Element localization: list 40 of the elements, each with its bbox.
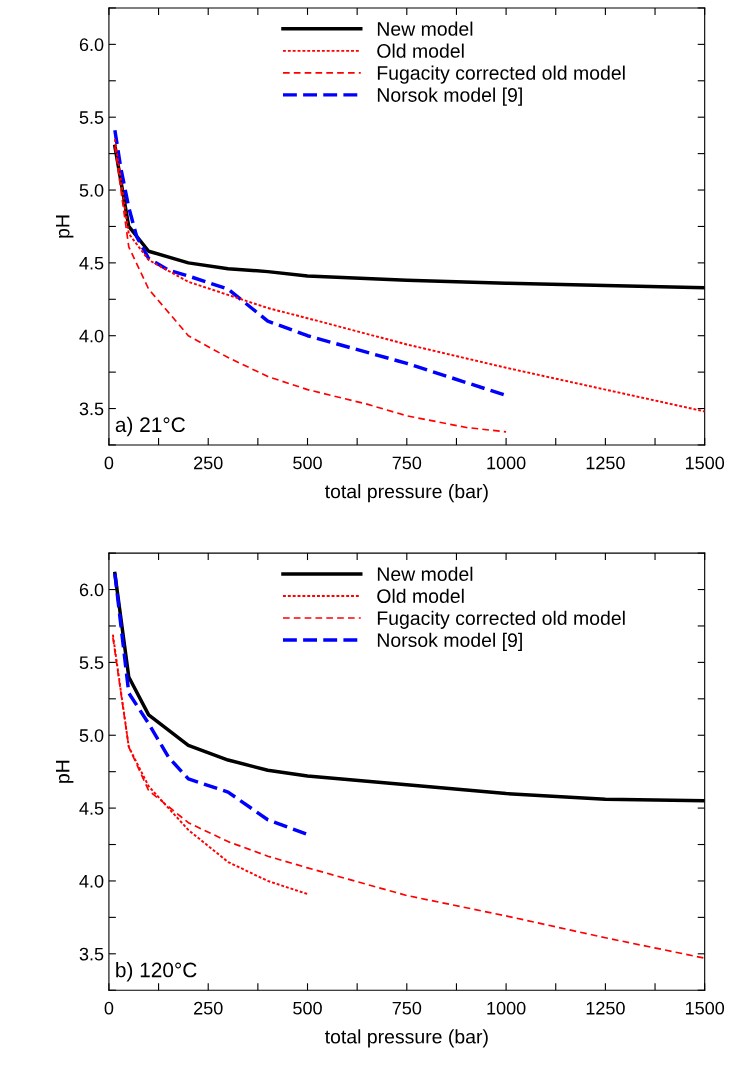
x-tick-label: 1250 bbox=[586, 456, 625, 470]
y-tick-label: 4.0 bbox=[79, 329, 104, 343]
x-tick-label: 1250 bbox=[586, 1001, 625, 1015]
legend-label: New model bbox=[377, 21, 473, 36]
x-tick-label: 0 bbox=[104, 456, 114, 470]
y-axis-title: pH bbox=[55, 760, 74, 783]
y-axis-title: pH bbox=[55, 215, 74, 238]
y-tick-label: 5.5 bbox=[79, 111, 104, 124]
annotation: b) 120°C bbox=[116, 962, 197, 982]
legend-label: Norsok model [9] bbox=[377, 632, 522, 651]
x-tick-label: 1500 bbox=[685, 456, 725, 470]
x-tick-label: 500 bbox=[293, 456, 322, 470]
y-tick-label: 4.0 bbox=[79, 874, 104, 888]
x-tick-label: 1500 bbox=[685, 1001, 725, 1015]
legend-label: Norsok model [9] bbox=[377, 87, 522, 106]
y-tick-label: 5.0 bbox=[79, 729, 104, 742]
y-tick-label: 5.5 bbox=[79, 656, 104, 670]
y-tick-label: 3.5 bbox=[79, 402, 104, 416]
y-tick-label: 6.0 bbox=[79, 583, 104, 597]
x-tick-label: 750 bbox=[392, 456, 422, 470]
x-tick-label: 1000 bbox=[487, 456, 526, 470]
legend-label: Fugacity corrected old model bbox=[377, 65, 625, 84]
x-tick-label: 250 bbox=[194, 1001, 223, 1015]
legend-label: Old model bbox=[377, 43, 464, 58]
annotation: a) 21°C bbox=[115, 416, 185, 437]
x-tick-label: 750 bbox=[392, 1001, 422, 1015]
x-tick-label: 0 bbox=[104, 1001, 114, 1015]
x-tick-label: 250 bbox=[194, 456, 223, 470]
y-tick-label: 4.5 bbox=[79, 256, 104, 270]
y-tick-label: 5.0 bbox=[79, 183, 104, 197]
legend-label: Old model bbox=[377, 588, 464, 604]
legend-label: New model bbox=[377, 566, 473, 581]
x-axis-title: total pressure (bar) bbox=[324, 484, 488, 503]
x-tick-label: 500 bbox=[293, 1001, 322, 1015]
y-tick-label: 4.5 bbox=[79, 802, 104, 815]
legend-label: Fugacity corrected old model bbox=[377, 610, 625, 629]
x-tick-label: 1000 bbox=[487, 1001, 526, 1015]
x-axis-title: total pressure (bar) bbox=[324, 1029, 488, 1048]
y-tick-label: 6.0 bbox=[79, 38, 104, 52]
y-tick-label: 3.5 bbox=[79, 947, 104, 961]
